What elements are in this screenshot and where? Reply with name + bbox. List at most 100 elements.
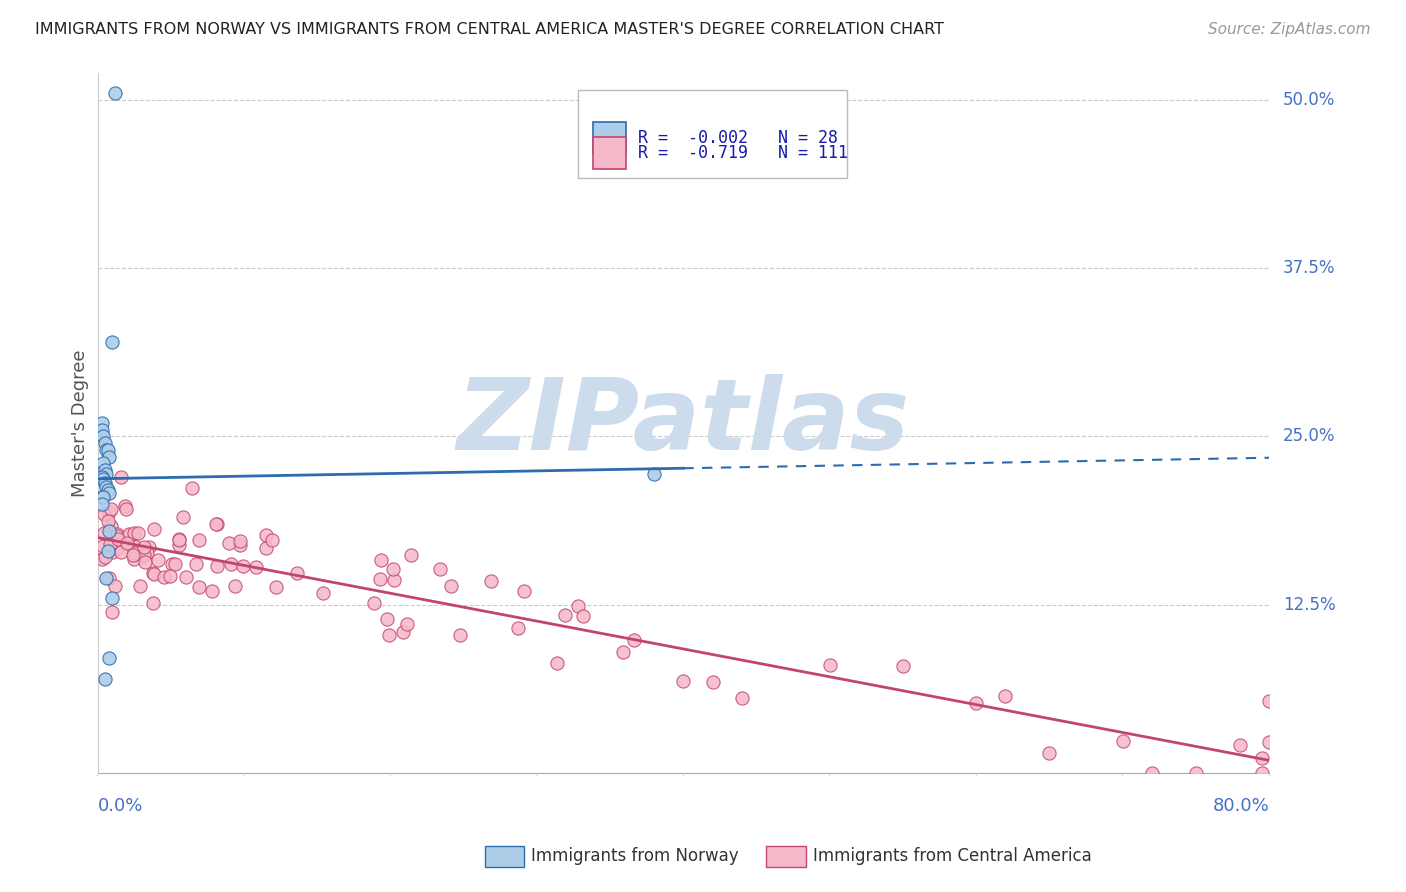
- Point: [260, 533, 283, 548]
- Point: [98, 486, 121, 500]
- Point: [122, 539, 145, 553]
- Point: [134, 540, 156, 554]
- Point: [176, 570, 198, 584]
- Point: [98, 537, 121, 551]
- Point: [124, 525, 146, 540]
- Point: [363, 596, 385, 610]
- Point: [370, 552, 392, 566]
- Text: 37.5%: 37.5%: [1284, 259, 1336, 277]
- Point: [382, 574, 405, 588]
- Point: [93, 456, 115, 470]
- Point: [285, 566, 308, 580]
- Point: [160, 557, 183, 571]
- Point: [506, 621, 529, 635]
- Point: [104, 86, 127, 100]
- Point: [554, 608, 576, 623]
- Point: [1185, 765, 1208, 780]
- Text: 80.0%: 80.0%: [1212, 797, 1270, 815]
- Point: [245, 560, 267, 574]
- Point: [94, 436, 117, 450]
- Point: [1258, 734, 1281, 748]
- Point: [91, 490, 114, 504]
- Point: [93, 472, 115, 486]
- Point: [702, 674, 724, 689]
- Point: [101, 545, 124, 559]
- Point: [1229, 738, 1251, 752]
- Point: [101, 591, 124, 605]
- Point: [1250, 751, 1272, 765]
- Point: [152, 570, 174, 584]
- Point: [188, 533, 211, 548]
- Point: [97, 514, 120, 528]
- Point: [94, 672, 117, 686]
- Point: [118, 527, 141, 541]
- Point: [546, 656, 568, 670]
- Y-axis label: Master's Degree: Master's Degree: [72, 349, 89, 497]
- Point: [93, 507, 115, 521]
- Point: [965, 697, 987, 711]
- Point: [122, 552, 145, 566]
- Text: 50.0%: 50.0%: [1284, 91, 1336, 109]
- Point: [1038, 746, 1060, 760]
- Point: [135, 546, 157, 560]
- Text: Immigrants from Norway: Immigrants from Norway: [531, 847, 740, 865]
- Point: [143, 567, 166, 582]
- Point: [90, 552, 112, 566]
- Point: [107, 527, 129, 541]
- Point: [93, 490, 115, 504]
- Text: Immigrants from Central America: Immigrants from Central America: [813, 847, 1091, 865]
- Point: [122, 548, 145, 562]
- Point: [115, 536, 138, 550]
- Point: [94, 463, 117, 477]
- Point: [129, 549, 152, 564]
- Point: [479, 574, 502, 588]
- Point: [994, 689, 1017, 703]
- Point: [375, 612, 398, 626]
- Point: [232, 559, 254, 574]
- Point: [96, 442, 118, 457]
- Point: [97, 483, 120, 498]
- Point: [254, 541, 277, 555]
- Point: [107, 532, 129, 546]
- Point: [818, 657, 841, 672]
- Point: [105, 541, 128, 555]
- Point: [571, 608, 593, 623]
- Point: [142, 566, 165, 581]
- Point: [138, 540, 160, 554]
- Point: [91, 539, 114, 553]
- Point: [567, 599, 589, 614]
- Point: [91, 416, 114, 430]
- Point: [254, 527, 277, 541]
- Point: [110, 545, 132, 559]
- Point: [672, 674, 695, 689]
- Text: 0.0%: 0.0%: [97, 797, 143, 815]
- Point: [165, 558, 187, 572]
- Point: [1140, 765, 1163, 780]
- Point: [312, 585, 335, 599]
- Point: [124, 546, 146, 560]
- Point: [100, 605, 122, 619]
- Text: 12.5%: 12.5%: [1284, 596, 1336, 614]
- Point: [115, 501, 138, 516]
- Point: [100, 519, 122, 533]
- Point: [118, 528, 141, 542]
- Point: [643, 467, 665, 481]
- Point: [146, 553, 169, 567]
- Point: [228, 538, 250, 552]
- Point: [96, 467, 118, 481]
- Point: [134, 548, 156, 562]
- Point: [98, 571, 121, 585]
- Point: [97, 543, 120, 558]
- Point: [224, 579, 246, 593]
- Point: [201, 584, 224, 599]
- Point: [184, 557, 207, 571]
- Point: [127, 525, 149, 540]
- Point: [228, 534, 250, 549]
- Point: [180, 481, 202, 495]
- Point: [110, 469, 132, 483]
- Text: Source: ZipAtlas.com: Source: ZipAtlas.com: [1208, 22, 1371, 37]
- Point: [172, 509, 194, 524]
- Point: [134, 555, 156, 569]
- Point: [167, 538, 190, 552]
- Point: [142, 596, 165, 610]
